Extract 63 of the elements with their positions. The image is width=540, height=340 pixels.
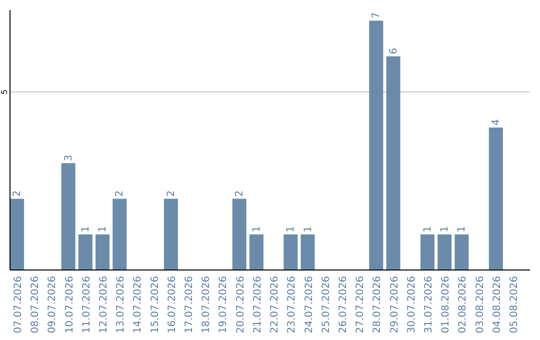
data-label: 3	[63, 154, 74, 162]
x-tick-label: 10.07.2026	[64, 276, 76, 334]
bar	[420, 234, 434, 270]
x-tick-label: 09.07.2026	[47, 276, 58, 334]
x-tick-label: 07.07.2026	[13, 276, 24, 334]
data-label: 2	[114, 190, 126, 197]
bar	[96, 234, 110, 270]
bar	[10, 198, 24, 270]
x-tick-label: 11.07.2026	[81, 276, 92, 334]
data-label: 1	[422, 226, 434, 232]
data-label: 1	[302, 226, 314, 232]
x-tick-label: 28.07.2026	[372, 276, 384, 334]
data-label: 1	[440, 226, 451, 232]
bar	[386, 56, 400, 270]
y-tick-label: 5	[0, 89, 9, 94]
x-tick-label: 04.08.2026	[492, 276, 503, 334]
x-tick-label: 01.08.2026	[440, 276, 452, 334]
bar	[232, 198, 246, 270]
x-tick-label: 30.07.2026	[406, 276, 418, 334]
data-label: 1	[456, 226, 468, 232]
data-label: 2	[234, 190, 246, 197]
data-label: 1	[80, 226, 92, 232]
data-label: 4	[490, 119, 502, 126]
bar	[438, 234, 452, 270]
data-label: 7	[371, 12, 382, 19]
x-tick-label: 23.07.2026	[286, 276, 298, 334]
bar	[78, 234, 92, 270]
bar	[61, 163, 76, 270]
x-tick-label: 25.07.2026	[320, 276, 332, 334]
x-tick-label: 13.07.2026	[116, 276, 127, 334]
x-tick-label: 22.07.2026	[270, 276, 281, 334]
x-tick-label: 20.07.2026	[235, 276, 246, 334]
bar	[300, 234, 315, 270]
x-tick-label: 15.07.2026	[150, 276, 161, 334]
data-label: 6	[388, 48, 400, 54]
x-tick-label: 02.08.2026	[458, 276, 469, 334]
bar	[249, 234, 264, 270]
bar	[164, 198, 178, 270]
x-tick-label: 12.07.2026	[98, 276, 110, 334]
bar	[488, 128, 503, 270]
data-label: 1	[286, 226, 297, 232]
x-tick-label: 31.07.2026	[423, 276, 434, 334]
bar	[454, 234, 469, 270]
x-tick-label: 08.07.2026	[30, 276, 42, 334]
data-label: 1	[251, 226, 262, 232]
x-tick-label: 24.07.2026	[304, 276, 315, 334]
x-tick-label: 05.08.2026	[508, 276, 520, 334]
bar	[284, 234, 298, 270]
x-tick-label: 14.07.2026	[132, 276, 144, 334]
data-label: 2	[166, 190, 177, 197]
bar	[369, 20, 384, 270]
bar	[112, 198, 127, 270]
x-tick-label: 21.07.2026	[252, 276, 264, 334]
x-tick-label: 03.08.2026	[474, 276, 486, 334]
x-tick-label: 27.07.2026	[355, 276, 366, 334]
x-tick-label: 26.07.2026	[338, 276, 349, 334]
data-label: 2	[12, 190, 24, 197]
x-tick-label: 16.07.2026	[166, 276, 178, 334]
x-tick-label: 17.07.2026	[184, 276, 196, 334]
x-tick-label: 29.07.2026	[389, 276, 400, 334]
data-label: 1	[98, 226, 109, 232]
x-tick-label: 18.07.2026	[201, 276, 212, 334]
x-tick-label: 19.07.2026	[218, 276, 230, 334]
